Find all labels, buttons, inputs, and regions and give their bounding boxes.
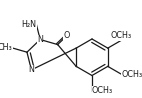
Text: H₂N: H₂N [21,20,36,29]
Text: CH₃: CH₃ [0,43,12,52]
Text: N: N [28,65,34,74]
Text: N: N [37,35,43,44]
Text: O: O [64,31,70,40]
Text: OCH₃: OCH₃ [121,70,142,78]
Text: OCH₃: OCH₃ [92,86,113,95]
Text: OCH₃: OCH₃ [110,31,132,40]
